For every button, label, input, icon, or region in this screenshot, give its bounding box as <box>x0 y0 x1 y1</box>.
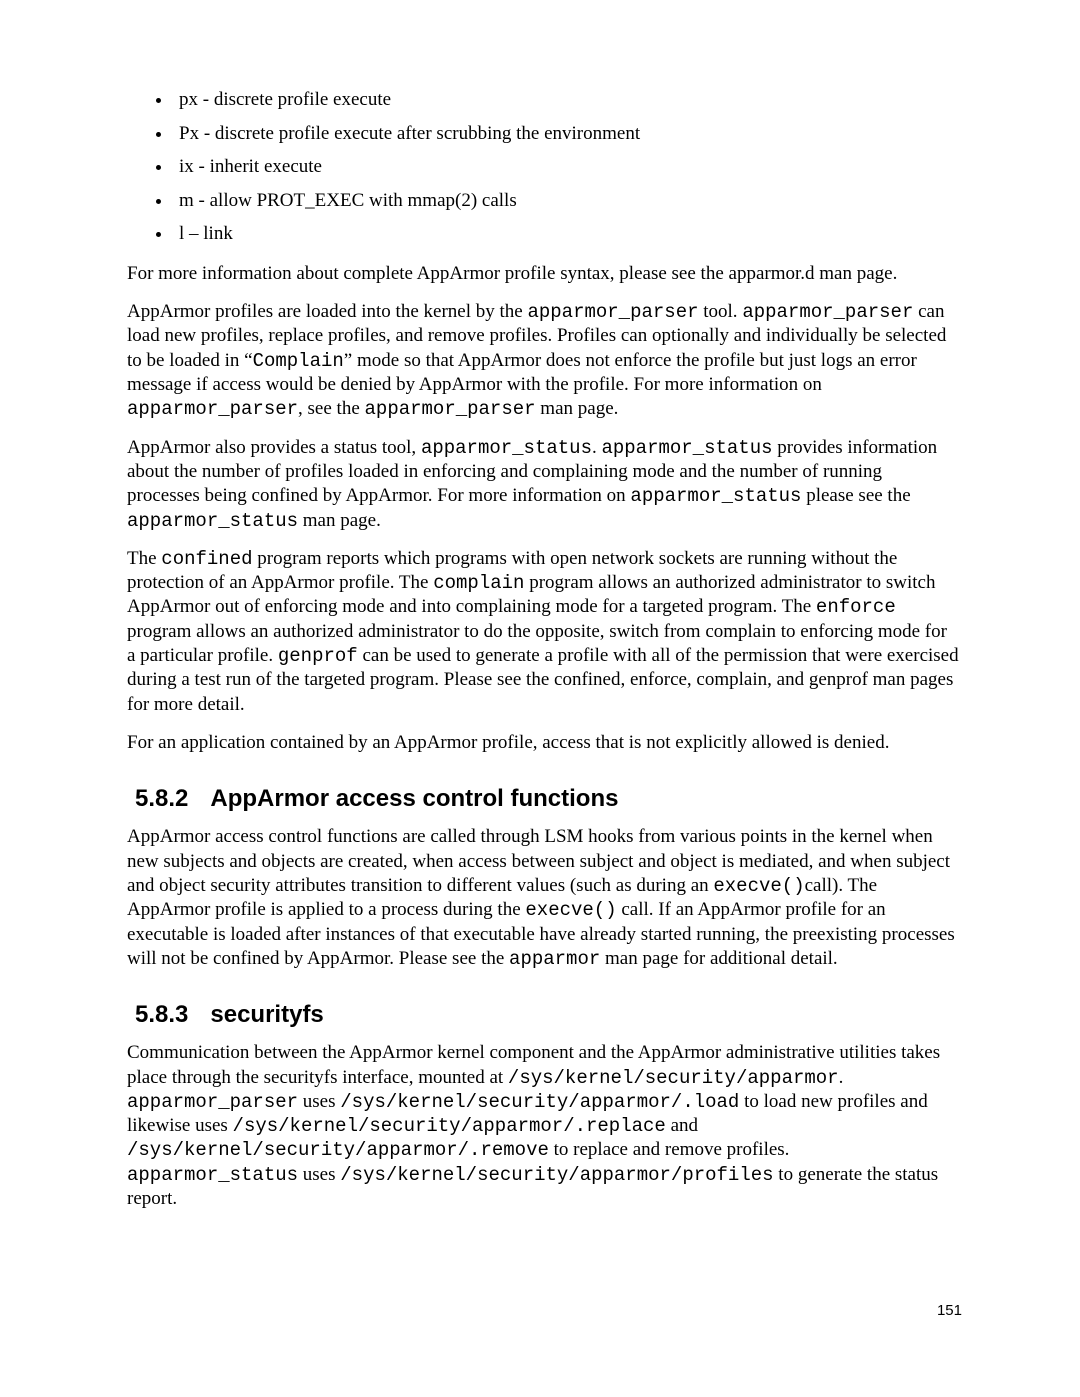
text: please see the <box>801 485 910 506</box>
text: uses <box>298 1164 340 1185</box>
text: to replace and remove profiles. <box>549 1139 790 1160</box>
list-item: l – link <box>173 220 959 248</box>
code-text: apparmor_status <box>421 437 592 459</box>
code-text: execve() <box>713 875 804 897</box>
list-item: ix - inherit execute <box>173 153 959 181</box>
text: and <box>666 1115 698 1136</box>
paragraph-582: AppArmor access control functions are ca… <box>127 825 959 971</box>
code-text: Complain <box>253 350 344 372</box>
text: man page. <box>536 398 619 419</box>
paragraph-583: Communication between the AppArmor kerne… <box>127 1041 959 1211</box>
code-text: apparmor_status <box>127 510 298 532</box>
text: , see the <box>298 398 364 419</box>
list-item: px - discrete profile execute <box>173 86 959 114</box>
code-text: /sys/kernel/security/apparmor <box>508 1067 839 1089</box>
code-text: complain <box>433 572 524 594</box>
document-page: px - discrete profile execute Px - discr… <box>0 0 1080 1397</box>
code-text: /sys/kernel/security/apparmor/.remove <box>127 1139 549 1161</box>
section-number: 5.8.3 <box>135 1001 188 1029</box>
code-text: apparmor_parser <box>527 301 698 323</box>
paragraph-deny: For an application contained by an AppAr… <box>127 731 959 755</box>
section-heading-582: 5.8.2 AppArmor access control functions <box>135 785 959 813</box>
text: uses <box>298 1091 340 1112</box>
section-title: securityfs <box>210 1001 323 1028</box>
paragraph-tools: The confined program reports which progr… <box>127 547 959 717</box>
paragraph-parser: AppArmor profiles are loaded into the ke… <box>127 300 959 422</box>
code-text: apparmor_parser <box>127 1091 298 1113</box>
code-text: /sys/kernel/security/apparmor/.load <box>340 1091 739 1113</box>
code-text: apparmor_status <box>601 437 772 459</box>
code-text: confined <box>161 548 252 570</box>
code-text: genprof <box>278 645 358 667</box>
list-item: m - allow PROT_EXEC with mmap(2) calls <box>173 187 959 215</box>
section-heading-583: 5.8.3 securityfs <box>135 1001 959 1029</box>
code-text: /sys/kernel/security/apparmor/.replace <box>233 1115 666 1137</box>
code-text: apparmor_parser <box>127 398 298 420</box>
text: man page for additional detail. <box>600 948 837 969</box>
text: tool. <box>699 301 743 322</box>
code-text: apparmor_status <box>127 1164 298 1186</box>
code-text: apparmor <box>509 948 600 970</box>
code-text: enforce <box>816 596 896 618</box>
paragraph-manref: For more information about complete AppA… <box>127 262 959 286</box>
code-text: apparmor_parser <box>742 301 913 323</box>
text: AppArmor profiles are loaded into the ke… <box>127 301 527 322</box>
text: AppArmor also provides a status tool, <box>127 437 421 458</box>
list-item: Px - discrete profile execute after scru… <box>173 120 959 148</box>
code-text: apparmor_parser <box>365 398 536 420</box>
text: . <box>839 1067 844 1088</box>
text: The <box>127 548 161 569</box>
code-text: /sys/kernel/security/apparmor/profiles <box>340 1164 773 1186</box>
execute-mode-list: px - discrete profile execute Px - discr… <box>127 86 959 248</box>
section-title: AppArmor access control functions <box>210 785 618 812</box>
text: man page. <box>298 510 381 531</box>
page-number: 151 <box>937 1302 962 1319</box>
paragraph-status: AppArmor also provides a status tool, ap… <box>127 436 959 533</box>
code-text: apparmor_status <box>630 485 801 507</box>
section-number: 5.8.2 <box>135 785 188 813</box>
code-text: execve() <box>525 899 616 921</box>
